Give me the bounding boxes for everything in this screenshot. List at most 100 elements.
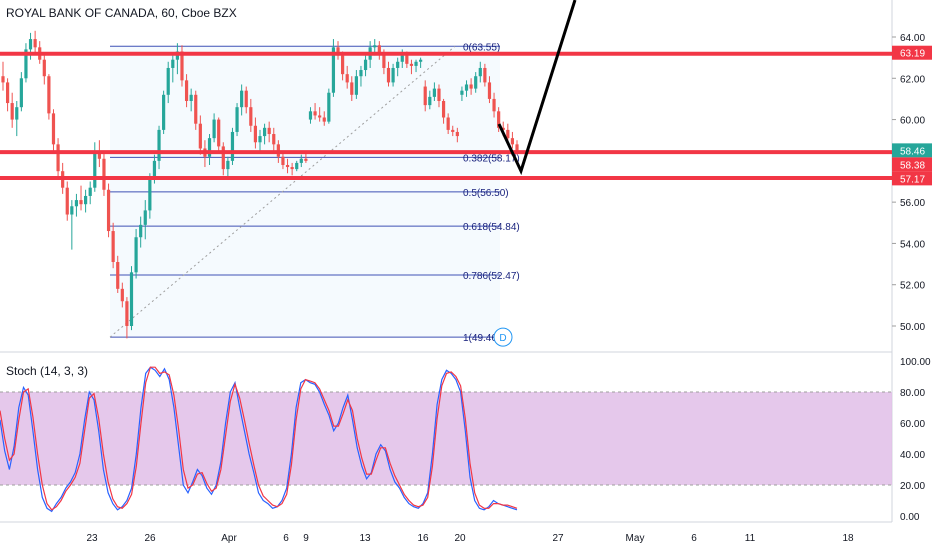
candle-body xyxy=(487,82,492,99)
price-label: 58.38 xyxy=(900,160,925,171)
fib-badge-label: D xyxy=(499,333,506,344)
x-tick-label: 11 xyxy=(745,533,756,544)
candle-body xyxy=(432,88,436,97)
candle-body xyxy=(497,111,501,128)
candle-body xyxy=(244,90,248,108)
stoch-y-tick-label: 0.00 xyxy=(900,512,920,523)
candle-body xyxy=(446,117,450,130)
y-tick-label: 52.00 xyxy=(900,281,925,292)
candle-body xyxy=(363,59,368,71)
candle-body xyxy=(469,84,473,89)
candle-body xyxy=(235,107,239,132)
candle-body xyxy=(162,94,166,130)
stoch-y-tick-label: 100.00 xyxy=(900,357,931,368)
candle-body xyxy=(318,115,322,118)
y-tick-label: 50.00 xyxy=(900,322,925,333)
candle-body xyxy=(129,272,134,326)
candle-body xyxy=(345,74,349,83)
price-label-bg xyxy=(892,45,932,60)
price-label-bg xyxy=(892,171,932,186)
candle-body xyxy=(19,78,23,108)
candle-body xyxy=(120,288,124,302)
candle-body xyxy=(492,98,496,112)
projection-path[interactable] xyxy=(497,0,577,176)
candle-body xyxy=(70,206,74,215)
x-tick-label: 23 xyxy=(86,533,98,544)
candle-body xyxy=(451,129,455,132)
candle-body xyxy=(267,127,271,135)
candle-body xyxy=(116,262,120,289)
candle-body xyxy=(341,55,345,75)
stoch-line xyxy=(0,366,518,513)
candle-body xyxy=(336,47,340,56)
candle-body xyxy=(79,200,83,205)
candle-body xyxy=(322,117,326,122)
candle-body xyxy=(1,76,5,83)
candle-body xyxy=(102,158,106,190)
candle-body xyxy=(143,210,147,225)
candle-body xyxy=(74,200,79,207)
candle-body xyxy=(65,187,69,215)
candle-body xyxy=(377,45,381,54)
candle-body xyxy=(460,90,464,95)
candle-body xyxy=(157,129,161,161)
candle-body xyxy=(501,127,505,130)
candle-body xyxy=(221,146,225,170)
candle-body xyxy=(419,59,423,62)
candle-body xyxy=(56,144,60,172)
x-tick-label: May xyxy=(626,533,645,544)
chart-title: ROYAL BANK OF CANADA, 60, Cboe BZX xyxy=(6,6,237,20)
candle-body xyxy=(106,189,111,232)
fib-badge[interactable] xyxy=(493,327,513,347)
candle-body xyxy=(33,39,37,48)
candle-body xyxy=(313,111,317,116)
price-label: 63.19 xyxy=(900,49,925,60)
price-label-bg xyxy=(892,157,932,172)
candle-body xyxy=(327,92,331,122)
candle-body xyxy=(290,167,294,170)
candle-body xyxy=(152,160,157,180)
fib-level-label: 0.786(52.47) xyxy=(463,271,520,282)
stoch-y-tick-label: 40.00 xyxy=(900,450,925,461)
stoch-y-tick-label: 20.00 xyxy=(900,481,925,492)
candle-body xyxy=(134,237,138,273)
candle-body xyxy=(423,86,427,106)
y-tick-label: 56.00 xyxy=(900,198,925,209)
candle-body xyxy=(437,88,441,101)
candle-body xyxy=(483,67,487,83)
candle-body xyxy=(409,63,414,66)
candle-body xyxy=(194,94,198,124)
candle-body xyxy=(382,53,386,68)
candle-body xyxy=(396,61,400,68)
candle-body xyxy=(217,119,221,147)
fib-level-label: 0.618(54.84) xyxy=(463,222,520,233)
candle-body xyxy=(391,67,395,83)
candle-body xyxy=(125,301,129,326)
candle-body xyxy=(166,67,170,95)
stoch-y-tick-label: 60.00 xyxy=(900,419,925,430)
candle-body xyxy=(414,61,418,66)
x-tick-label: 16 xyxy=(417,533,429,544)
fib-level-label: 0.382(58.17) xyxy=(463,153,520,164)
fib-level-label: 0(63.55) xyxy=(463,42,500,53)
candle-body xyxy=(230,131,235,161)
candle-body xyxy=(308,111,313,120)
x-tick-label: 26 xyxy=(144,533,156,544)
candle-body xyxy=(474,76,478,89)
candle-body xyxy=(111,231,115,263)
candle-body xyxy=(455,131,459,137)
candle-body xyxy=(5,82,10,104)
candle-body xyxy=(262,127,267,137)
candle-body xyxy=(148,179,152,211)
candle-body xyxy=(354,76,358,95)
candle-body xyxy=(184,80,189,101)
candle-body xyxy=(226,160,230,170)
y-tick-label: 54.00 xyxy=(900,239,925,250)
candle-body xyxy=(51,113,56,145)
y-tick-label: 62.00 xyxy=(900,74,925,85)
candle-body xyxy=(97,150,101,159)
price-label: 57.17 xyxy=(900,174,925,185)
price-label: 58.46 xyxy=(900,146,925,157)
